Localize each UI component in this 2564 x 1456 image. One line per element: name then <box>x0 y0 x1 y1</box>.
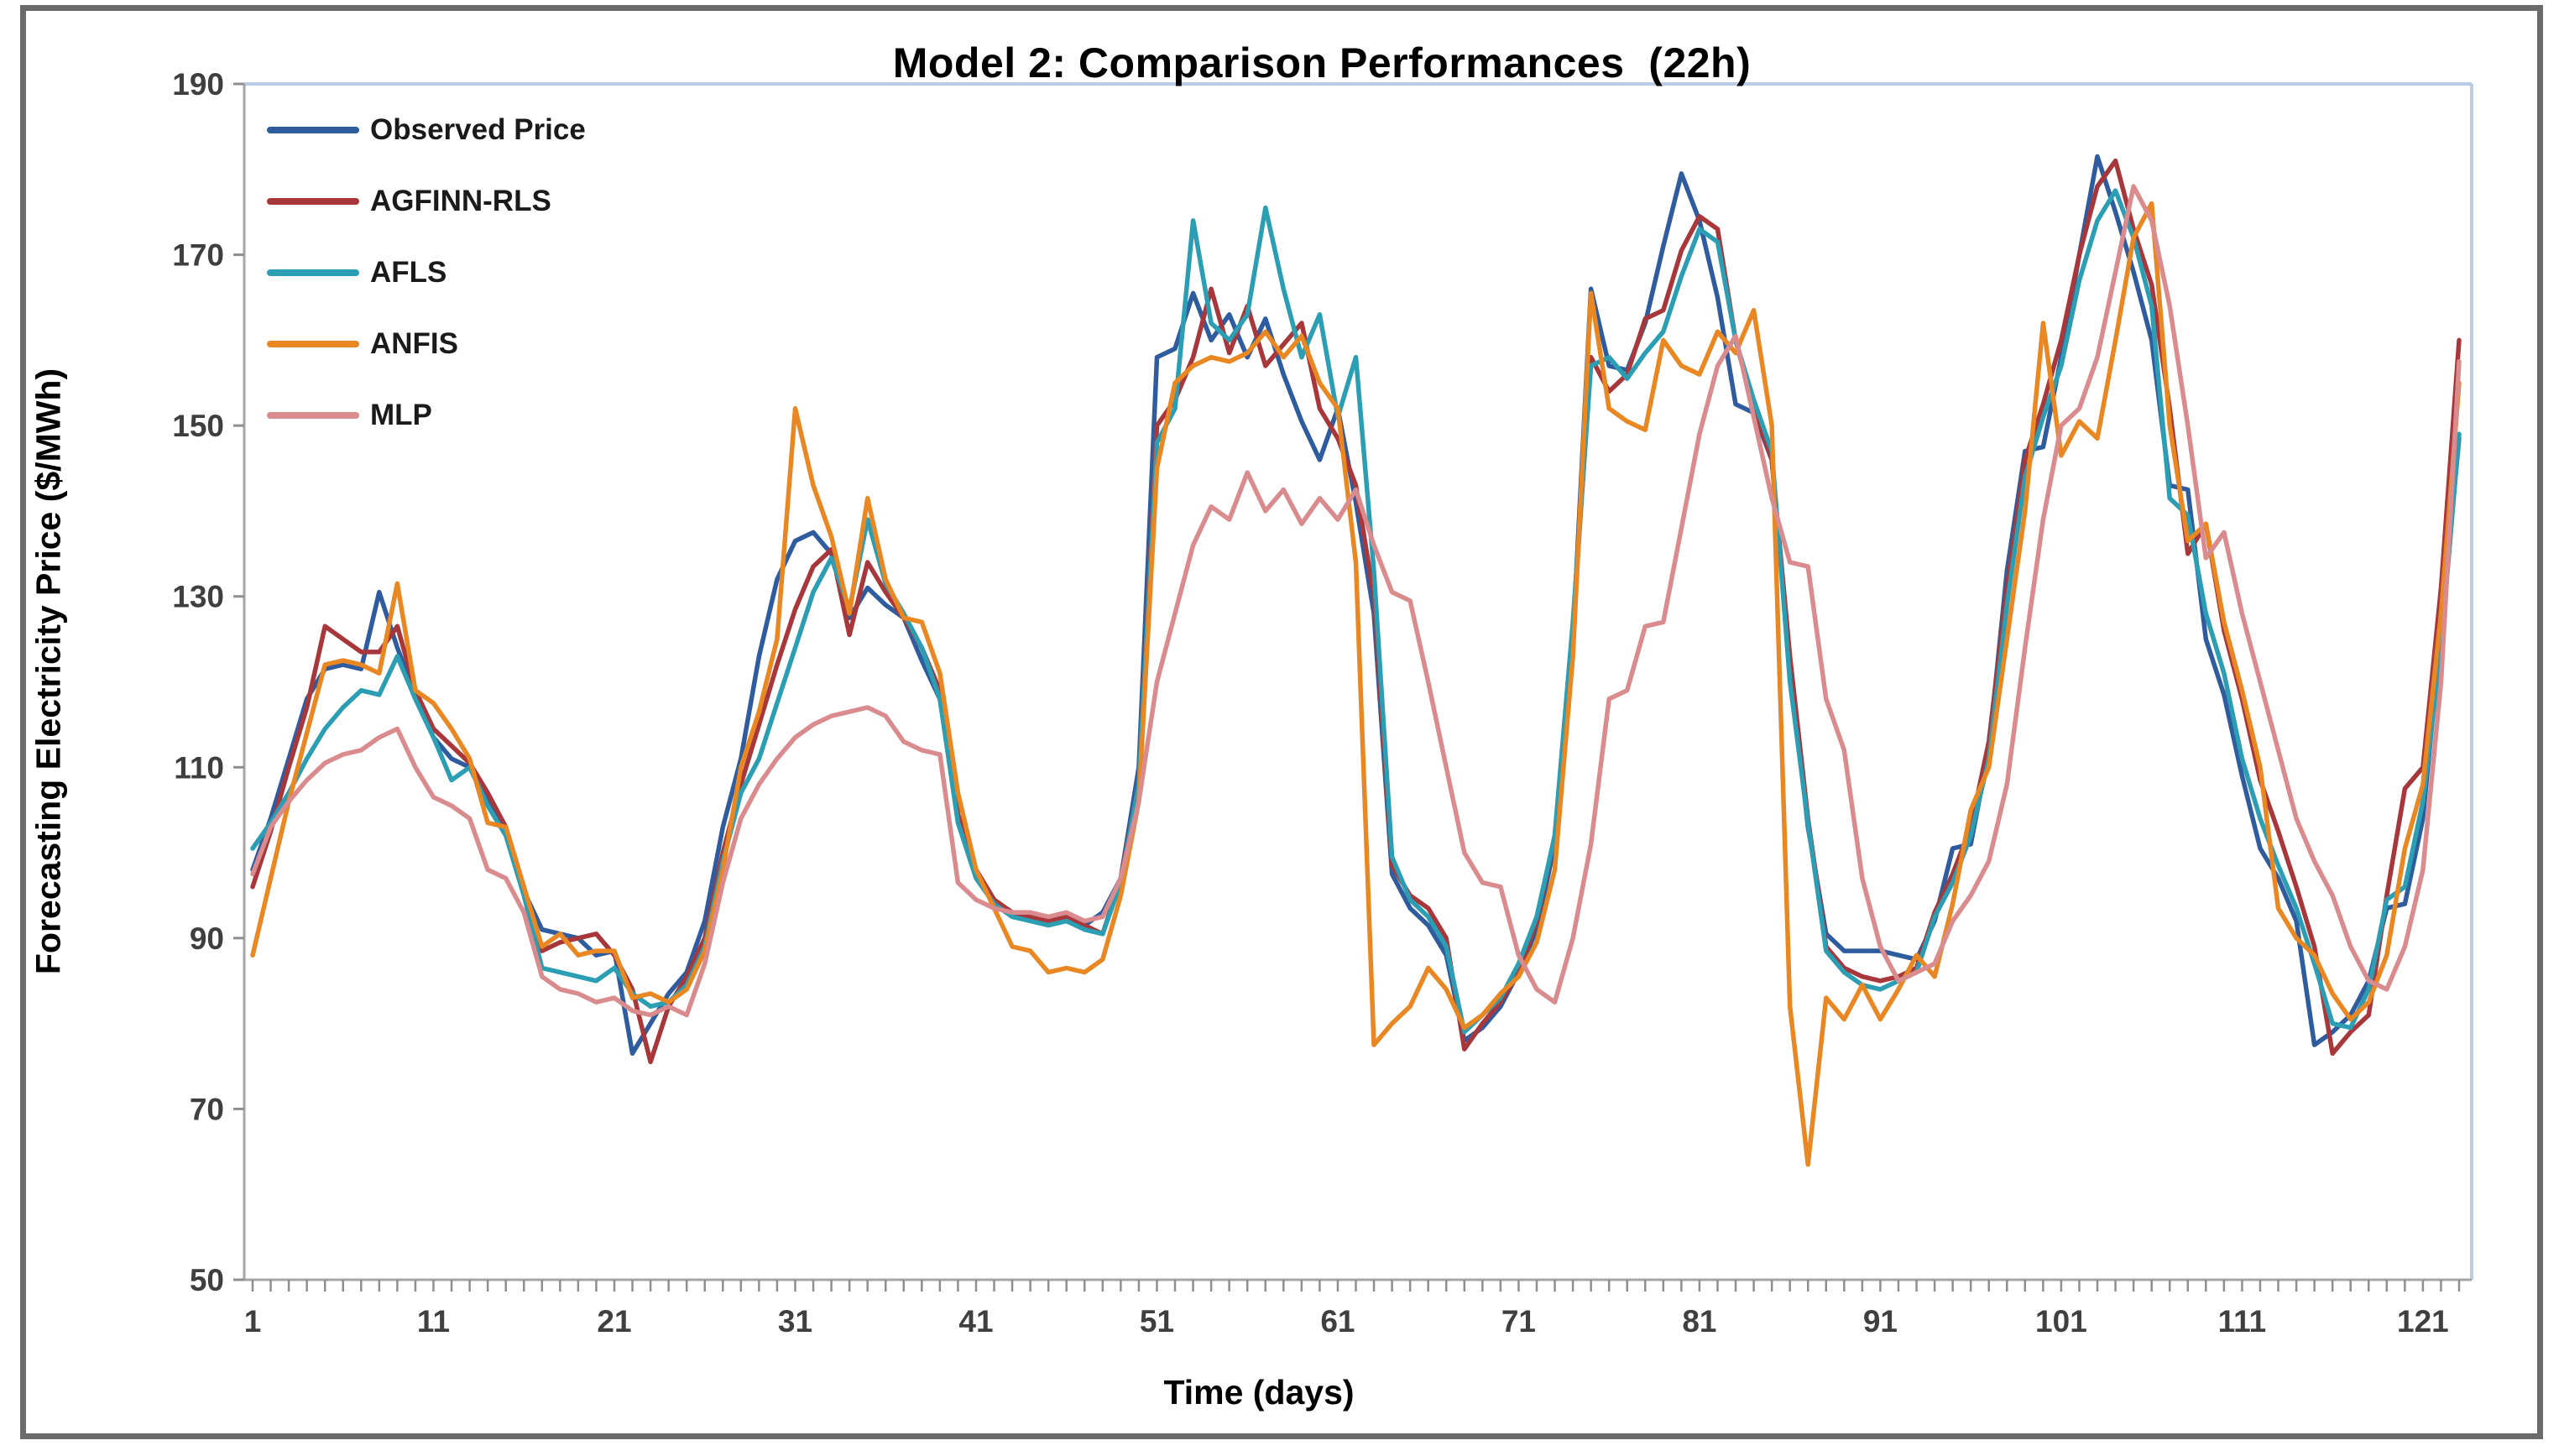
x-tick-label: 121 <box>2397 1304 2449 1339</box>
series-line-mlp <box>250 184 2462 1018</box>
y-tick-label: 110 <box>174 750 224 785</box>
legend-item: Observed Price <box>267 94 586 165</box>
y-tick-label: 130 <box>172 580 224 614</box>
legend-item: ANFIS <box>267 308 586 379</box>
legend-item: MLP <box>267 379 586 451</box>
x-tick-label: 61 <box>1320 1304 1355 1339</box>
y-tick-label: 90 <box>190 921 224 956</box>
legend-swatch-anfis <box>267 340 359 347</box>
y-tick-label: 70 <box>190 1092 224 1126</box>
legend-label: Observed Price <box>370 112 586 146</box>
x-tick-label: 101 <box>2035 1304 2087 1339</box>
x-tick-label: 71 <box>1501 1304 1536 1339</box>
x-tick-label: 51 <box>1140 1304 1174 1339</box>
legend-swatch-observed-price <box>267 126 359 133</box>
x-tick-label: 11 <box>417 1304 450 1339</box>
legend-label: AFLS <box>370 255 447 289</box>
legend-label: ANFIS <box>370 326 458 360</box>
x-tick-label: 1 <box>244 1304 262 1339</box>
y-tick-label: 170 <box>172 238 224 273</box>
x-tick-label: 31 <box>778 1304 812 1339</box>
legend-label: AGFINN-RLS <box>370 184 551 217</box>
y-tick-label: 190 <box>172 67 224 102</box>
legend-swatch-agfinn-rls <box>267 197 359 205</box>
y-tick-label: 50 <box>190 1263 224 1297</box>
series-line-afls <box>250 188 2462 1035</box>
y-axis-label: Forecasting Electricity Price ($/MWh) <box>29 368 68 975</box>
legend-swatch-mlp <box>267 411 359 419</box>
legend-swatch-afls <box>267 269 359 276</box>
x-tick-label: 21 <box>597 1304 631 1339</box>
x-tick-label: 41 <box>958 1304 993 1339</box>
x-axis-label: Time (days) <box>1163 1373 1355 1412</box>
chart-frame <box>20 5 2543 1439</box>
series-line-anfis <box>250 201 2462 1167</box>
series-line-observed-price <box>250 154 2462 1057</box>
chart-title: Model 2: Comparison Performances (22h) <box>892 39 1752 86</box>
x-tick-label: 91 <box>1863 1304 1898 1339</box>
legend-label: MLP <box>370 398 432 431</box>
x-tick-label: 111 <box>2218 1304 2267 1339</box>
y-tick-label: 150 <box>172 409 224 443</box>
legend-item: AGFINN-RLS <box>267 165 586 237</box>
legend: Observed Price AGFINN-RLS AFLS ANFIS MLP <box>267 94 586 451</box>
legend-item: AFLS <box>267 237 586 308</box>
x-tick-label: 81 <box>1682 1304 1716 1339</box>
